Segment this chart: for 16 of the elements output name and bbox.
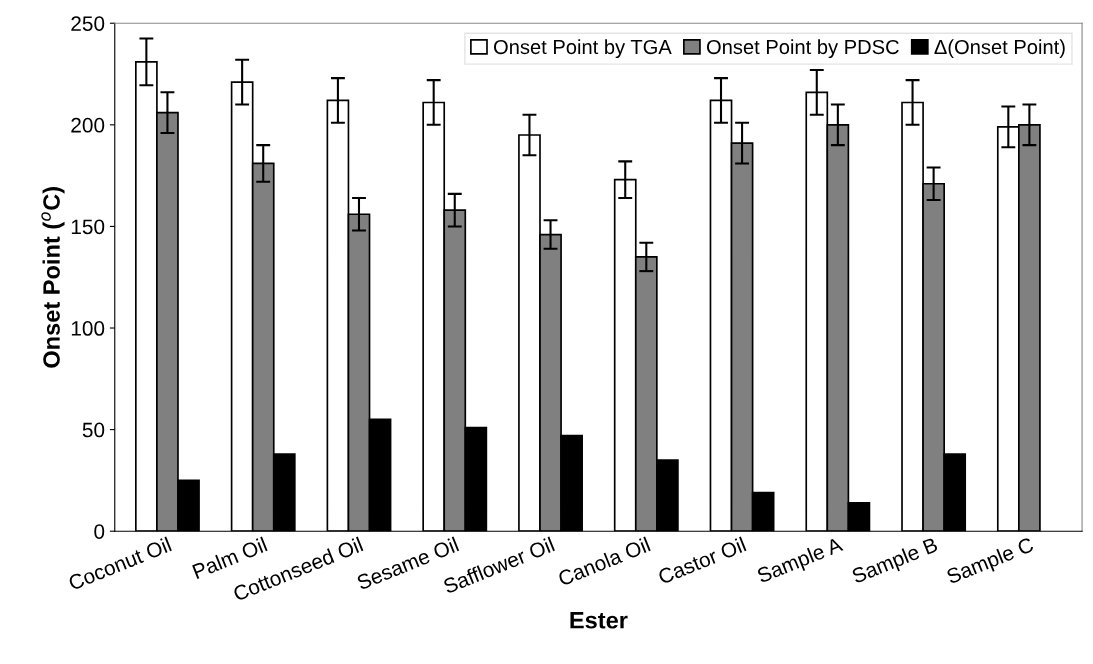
x-tick-label: Canola Oil — [557, 536, 651, 587]
legend-label: Onset Point by TGA — [493, 39, 672, 59]
y-tick-label: 250 — [71, 16, 105, 31]
y-tick-label: 0 — [94, 524, 105, 539]
y-tick-label: 50 — [82, 422, 105, 438]
x-tick-label: Sample B — [850, 536, 940, 588]
legend-label: Onset Point by PDSC — [706, 39, 899, 59]
x-axis-title: Ester — [570, 612, 628, 629]
x-tick-label: Castor Oil — [657, 536, 747, 585]
y-tick-label: 150 — [71, 219, 105, 235]
y-tick-label: 100 — [71, 321, 105, 336]
x-tick-label: Sample A — [756, 536, 846, 588]
legend-label: Δ(Onset Point) — [934, 39, 1065, 59]
y-axis-title: Onset Point ($^{o}$C) — [41, 187, 65, 368]
y-tick-label: 200 — [71, 117, 105, 133]
x-tick-label: Sample C — [945, 536, 1036, 588]
